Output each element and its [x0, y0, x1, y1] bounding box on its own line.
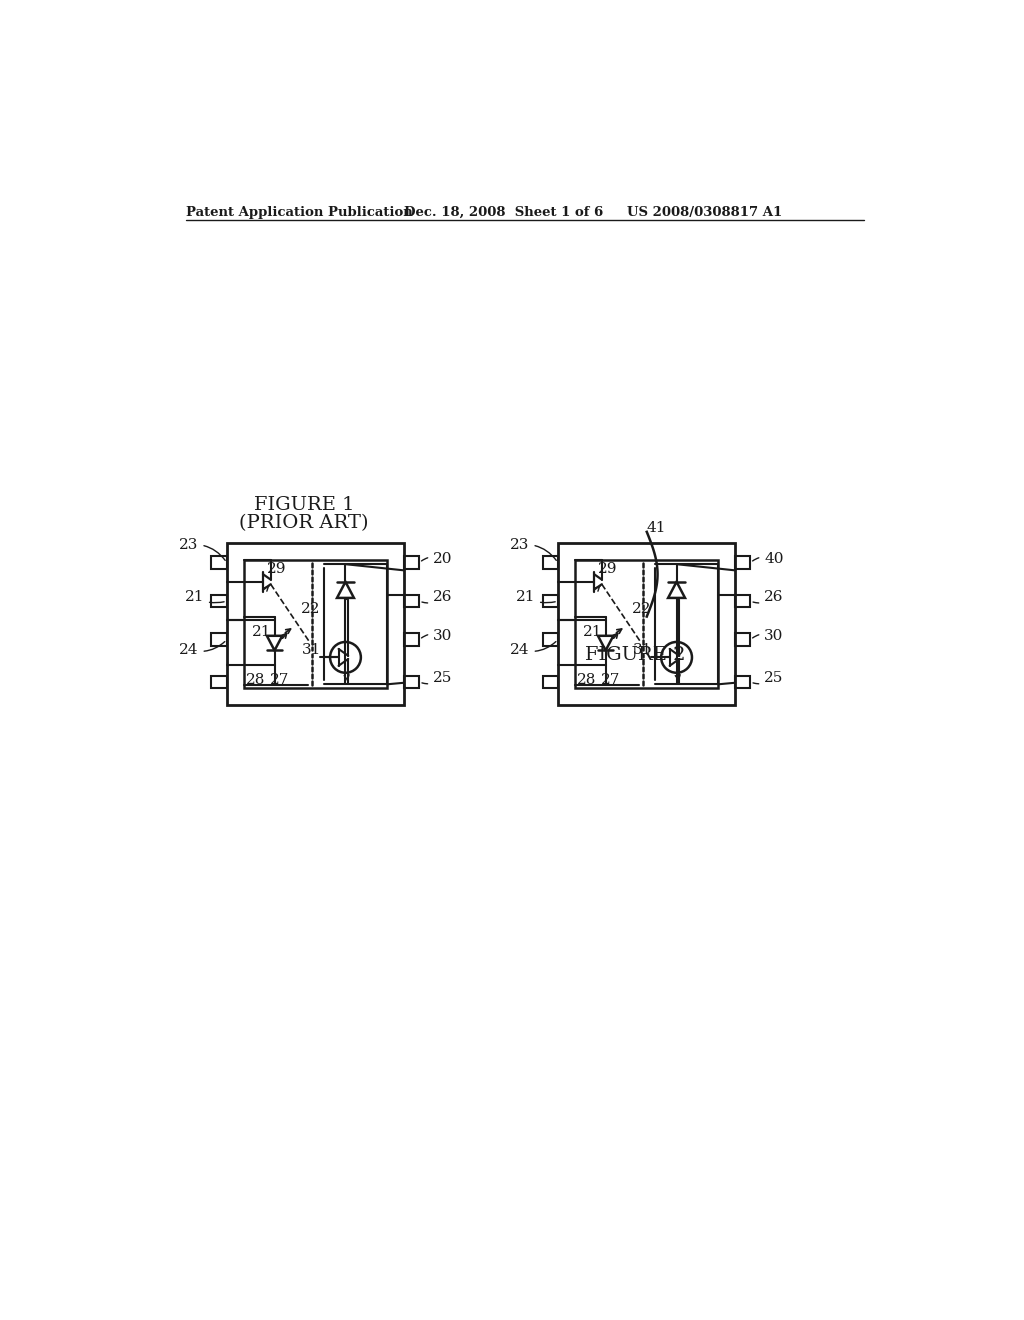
Text: Patent Application Publication: Patent Application Publication	[186, 206, 413, 219]
Text: 28: 28	[578, 673, 597, 686]
Text: 21: 21	[252, 624, 271, 639]
Text: 22: 22	[632, 602, 651, 616]
Bar	[735, 634, 751, 645]
Text: 24: 24	[179, 642, 225, 656]
Bar	[558, 544, 735, 705]
Bar	[735, 676, 751, 688]
Text: FIGURE 1: FIGURE 1	[254, 496, 354, 513]
Text: 41: 41	[647, 521, 667, 535]
Bar	[403, 676, 419, 688]
Text: 26: 26	[422, 590, 453, 605]
Text: 23: 23	[179, 537, 225, 561]
Bar	[403, 634, 419, 645]
Text: 30: 30	[753, 628, 783, 643]
Bar	[543, 676, 558, 688]
Text: Dec. 18, 2008  Sheet 1 of 6: Dec. 18, 2008 Sheet 1 of 6	[403, 206, 603, 219]
Text: 26: 26	[753, 590, 783, 605]
Text: 21: 21	[515, 590, 555, 605]
Text: 23: 23	[510, 537, 556, 561]
Bar	[226, 544, 403, 705]
Text: 28: 28	[246, 673, 265, 686]
Text: 27: 27	[270, 673, 290, 686]
Bar	[403, 557, 419, 569]
Bar	[211, 595, 226, 607]
Text: 29: 29	[598, 562, 617, 576]
Text: FIGURE 2: FIGURE 2	[585, 645, 685, 664]
Bar	[211, 557, 226, 569]
Bar	[735, 595, 751, 607]
Text: 27: 27	[601, 673, 621, 686]
Text: 31: 31	[634, 643, 652, 656]
Text: 20: 20	[422, 552, 453, 566]
Text: 25: 25	[422, 671, 453, 685]
Text: 29: 29	[267, 562, 287, 576]
Text: (PRIOR ART): (PRIOR ART)	[239, 513, 369, 532]
Bar	[403, 595, 419, 607]
Bar	[211, 676, 226, 688]
Text: 31: 31	[302, 643, 322, 656]
Text: 24: 24	[510, 642, 556, 656]
Bar	[574, 561, 718, 688]
Bar	[211, 634, 226, 645]
Bar	[543, 557, 558, 569]
Bar	[543, 595, 558, 607]
Bar	[543, 634, 558, 645]
Text: 30: 30	[422, 628, 453, 643]
Text: 22: 22	[301, 602, 321, 616]
Bar	[735, 557, 751, 569]
Text: 40: 40	[753, 552, 783, 566]
Text: 21: 21	[184, 590, 224, 605]
Text: US 2008/0308817 A1: US 2008/0308817 A1	[628, 206, 782, 219]
Text: 21: 21	[583, 624, 602, 639]
Text: 25: 25	[753, 671, 783, 685]
Bar	[244, 561, 387, 688]
